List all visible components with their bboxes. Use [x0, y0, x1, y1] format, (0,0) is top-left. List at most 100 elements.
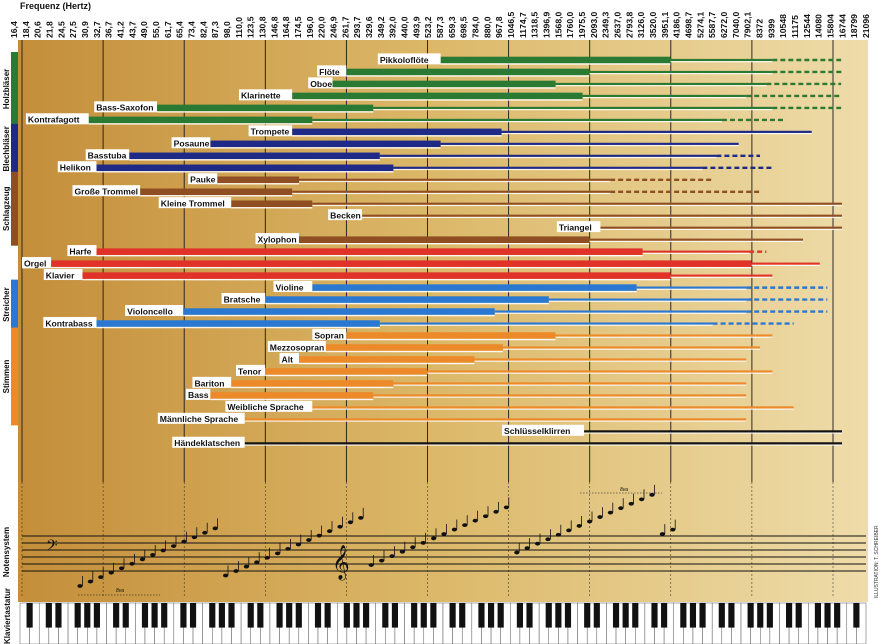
- instrument-kontrafagott: Kontrafagott: [25, 113, 784, 125]
- black-key: [526, 603, 533, 628]
- bar-highlight: [292, 99, 583, 101]
- instrument-sopran: Sopran: [312, 328, 773, 340]
- black-key: [411, 603, 418, 628]
- frequency-tick-label: 967,8: [494, 16, 504, 38]
- instrument-label: Tenor: [238, 366, 262, 376]
- frequency-tick-label: 587,3: [435, 16, 445, 38]
- frequency-tick-label: 3126,0: [636, 11, 646, 38]
- instrument-klavier: Klavier: [43, 269, 773, 280]
- instrument-bariton: Bariton: [192, 376, 747, 389]
- bar-highlight: [636, 288, 747, 290]
- bar-highlight: [427, 372, 773, 374]
- label-bg: [157, 412, 245, 424]
- frequency-tick-label: 49,0: [139, 21, 149, 38]
- instrument-grosse-trommel: Große Trommel: [72, 185, 761, 197]
- frequency-tick-label: 1568,0: [553, 11, 563, 38]
- instrument-label: Große Trommel: [74, 187, 138, 197]
- note-head: [295, 542, 301, 547]
- frequency-tick-label: 36,7: [104, 21, 114, 38]
- note-head: [420, 540, 426, 545]
- label-bg: [328, 209, 363, 221]
- frequency-tick-label: 61,7: [163, 21, 173, 38]
- fundamental-bar: [292, 92, 583, 100]
- bar-highlight: [670, 276, 773, 278]
- instrument-label: Basstuba: [88, 151, 127, 161]
- black-key: [680, 603, 687, 628]
- instrument-label: Weibliche Sprache: [227, 402, 303, 412]
- black-key: [141, 603, 149, 628]
- black-key: [449, 603, 456, 628]
- group-strip-holzblaeser: [11, 52, 18, 126]
- instrument-label: Pikkoloflöte: [380, 55, 429, 65]
- frequency-tick-label: 8372: [755, 19, 765, 38]
- bar-highlight: [265, 374, 428, 377]
- overtone-bar: [244, 418, 747, 421]
- label-bg: [22, 257, 52, 269]
- label-bg: [94, 101, 158, 113]
- overtone-bar: [494, 310, 747, 313]
- bar-highlight: [244, 444, 842, 446]
- instrument-label: Flöte: [319, 67, 340, 77]
- bar-highlight: [265, 302, 549, 305]
- black-key: [209, 603, 216, 628]
- overtone-bar: [636, 286, 747, 289]
- frequency-tick-label: 3520,0: [648, 11, 658, 38]
- black-key: [161, 603, 168, 628]
- black-key: [766, 603, 773, 628]
- credit-text: ILLUSTRATION: T. SCHREIBER: [874, 525, 880, 598]
- bar-highlight: [22, 266, 752, 269]
- label-bg: [85, 149, 130, 161]
- instrument-range-bars: Pikkoloflöte Flöte Oboe Klarinette Bass-Saxo…: [22, 53, 842, 448]
- overtone-bar: [373, 106, 773, 110]
- label-bg: [377, 53, 441, 65]
- overtone-bar: [589, 238, 804, 241]
- frequency-tick-label: 392,0: [388, 16, 398, 38]
- fundamental-bar: [88, 116, 313, 124]
- black-key: [459, 603, 466, 628]
- note-head: [514, 550, 520, 555]
- frequency-tick-label: 5274,1: [695, 11, 705, 38]
- bar-highlight: [231, 386, 394, 389]
- note-head: [77, 584, 83, 588]
- black-key: [218, 603, 225, 628]
- frequency-tick-label: 10548: [778, 14, 788, 38]
- fundamental-bar: [299, 236, 590, 243]
- instrument-tenor: Tenor: [236, 364, 773, 377]
- bar-highlight: [299, 243, 590, 245]
- instrument-triangel: Triangel: [556, 221, 842, 233]
- label-bg: [255, 233, 300, 245]
- black-key: [795, 603, 802, 628]
- bar-highlight: [502, 348, 761, 350]
- bar-highlight: [494, 312, 747, 314]
- fundamental-bar: [217, 176, 300, 184]
- instrument-label: Kleine Trommel: [161, 199, 225, 209]
- note-head: [389, 554, 395, 559]
- group-label-blechblaeser: Blechbläser: [2, 126, 11, 171]
- instrument-mezzosopran: Mezzosopran: [267, 340, 761, 352]
- frequency-tick-label: 3951,1: [660, 11, 670, 38]
- label-bg: [57, 161, 97, 173]
- fundamental-bar: [129, 152, 380, 160]
- note-head: [618, 506, 624, 511]
- label-bg: [273, 281, 313, 293]
- note-head: [275, 551, 281, 556]
- fundamental-bar: [140, 188, 293, 196]
- instrument-label: Bass-Saxofon: [96, 103, 153, 113]
- instrument-kleine-trommel: Kleine Trommel: [158, 197, 842, 209]
- note-head: [379, 558, 385, 563]
- overtone-bar: [312, 202, 842, 205]
- instrument-bass-saxofon: Bass-Saxofon: [94, 101, 842, 113]
- fundamental-bar: [210, 392, 374, 399]
- frequency-tick-label: 98,0: [222, 21, 232, 38]
- frequency-tick-label: 18799: [849, 14, 859, 38]
- fundamental-bar: [231, 200, 313, 208]
- frequency-tick-label: 27,5: [68, 21, 78, 38]
- instrument-label: Violine: [276, 282, 304, 292]
- bar-highlight: [670, 61, 773, 63]
- overtone-bar: [642, 250, 750, 253]
- frequency-tick-label: 110,0: [234, 17, 244, 38]
- frequency-tick-label: 659,3: [447, 16, 457, 38]
- note-head: [129, 561, 135, 566]
- frequency-tick-label: 1046,5: [506, 11, 516, 38]
- instrument-maennliche-sprache: Männliche Sprache: [157, 412, 747, 424]
